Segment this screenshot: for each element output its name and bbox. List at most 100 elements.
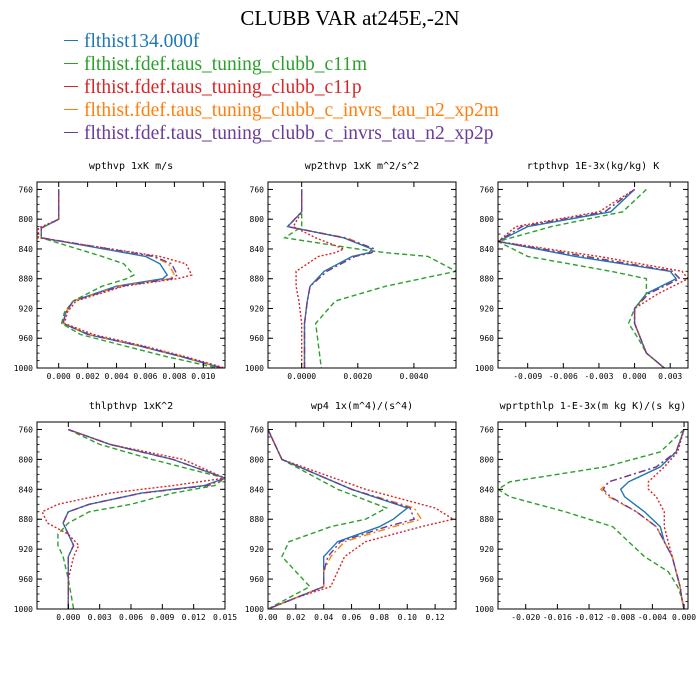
chart-main-title: CLUBB VAR at245E,-2N — [240, 6, 460, 30]
x-tick-label: 0.006 — [133, 372, 157, 381]
y-tick-label: 880 — [19, 515, 34, 524]
plot-frame — [497, 181, 689, 369]
legend: flthist134.000f flthist.fdef.taus_tuning… — [64, 30, 499, 145]
x-tick-label: 0.004 — [104, 372, 128, 381]
y-tick-label: 920 — [250, 304, 265, 313]
x-tick-label: 0.00 — [258, 613, 277, 622]
legend-item: flthist.fdef.taus_tuning_clubb_c_invrs_t… — [64, 122, 499, 145]
y-tick-label: 840 — [19, 485, 34, 494]
y-tick-label: 760 — [480, 185, 495, 194]
series-line — [286, 189, 376, 368]
series-line — [282, 189, 456, 368]
y-tick-label: 880 — [250, 515, 265, 524]
x-tick-label: 0.12 — [425, 613, 444, 622]
plot-frame — [497, 421, 689, 610]
chart-panel: thlpthvp 1xK^2 760 800 840 880 920 960 1000 0.00… — [14, 401, 237, 622]
legend-swatch-purple — [64, 132, 78, 134]
panel-title: thlpthvp 1xK^2 — [89, 401, 173, 412]
x-tick-label: 0.08 — [370, 613, 389, 622]
legend-label: flthist.fdef.taus_tuning_clubb_c11p — [84, 77, 362, 98]
y-tick-label: 800 — [19, 455, 34, 464]
x-tick-label: 0.006 — [119, 613, 143, 622]
y-tick-label: 840 — [250, 485, 265, 494]
series-line — [268, 429, 409, 609]
chart-panel: rtpthvp 1E-3x(kg/kg) K 760 800 840 880 920 960… — [475, 161, 689, 381]
legend-swatch-orange — [64, 109, 78, 111]
panel-title: wprtpthlp 1-E-3x(m kg K)/(s kg) — [500, 401, 687, 412]
series-group — [498, 428, 685, 609]
y-tick-label: 760 — [250, 425, 265, 434]
series-line — [602, 429, 685, 609]
plot-frame — [36, 181, 226, 369]
y-tick-label: 880 — [250, 275, 265, 284]
series-group — [37, 189, 225, 368]
panel-title: wp4 1x(m^4)/(s^4) — [311, 401, 413, 412]
y-tick-label: 800 — [250, 215, 265, 224]
x-tick-label: -0.006 — [549, 372, 578, 381]
legend-item: flthist134.000f — [64, 30, 499, 53]
legend-label: flthist.fdef.taus_tuning_clubb_c_invrs_t… — [84, 123, 494, 144]
series-line — [498, 188, 688, 368]
x-tick-label: 0.06 — [342, 613, 361, 622]
x-tick-label: 0.003 — [88, 613, 112, 622]
legend-swatch-blue — [64, 40, 78, 42]
y-tick-label: 960 — [250, 575, 265, 584]
x-tick-label: -0.020 — [511, 613, 540, 622]
y-tick-label: 920 — [480, 545, 495, 554]
x-tick-label: -0.003 — [584, 372, 613, 381]
y-tick-label: 760 — [480, 425, 495, 434]
legend-item: flthist.fdef.taus_tuning_clubb_c11m — [64, 53, 499, 76]
x-tick-label: -0.016 — [543, 613, 572, 622]
y-tick-label: 920 — [250, 545, 265, 554]
x-tick-label: 0.000 — [623, 372, 647, 381]
y-tick-label: 1000 — [14, 364, 33, 373]
series-line — [647, 429, 685, 609]
legend-swatch-green — [64, 63, 78, 65]
y-tick-label: 800 — [480, 455, 495, 464]
y-tick-label: 1000 — [14, 605, 33, 614]
legend-label: flthist134.000f — [84, 31, 200, 52]
x-tick-label: 0.0000 — [287, 372, 316, 381]
x-tick-label: 0.012 — [182, 613, 206, 622]
x-tick-label: 0.0040 — [399, 372, 428, 381]
x-tick-label: 0.0020 — [343, 372, 372, 381]
x-tick-label: 0.02 — [286, 613, 305, 622]
series-line — [498, 428, 685, 609]
series-line — [40, 189, 223, 368]
y-tick-label: 920 — [19, 304, 34, 313]
y-tick-label: 840 — [250, 245, 265, 254]
series-group — [41, 428, 225, 609]
x-tick-label: 0.015 — [213, 613, 237, 622]
x-tick-label: 0.009 — [150, 613, 174, 622]
x-tick-label: -0.012 — [575, 613, 604, 622]
y-tick-label: 880 — [480, 275, 495, 284]
y-tick-label: 1000 — [475, 605, 494, 614]
chart-panel: wp4 1x(m^4)/(s^4)76080084088092096010000… — [245, 401, 457, 622]
panel-title: rtpthvp 1E-3x(kg/kg) K — [527, 161, 659, 172]
legend-label: flthist.fdef.taus_tuning_clubb_c11m — [84, 54, 368, 75]
plot-frame — [267, 181, 457, 369]
series-group — [282, 189, 456, 368]
series-line — [498, 188, 665, 368]
chart-panel: wprtpthlp 1-E-3x(m kg K)/(s kg) 760 800 840… — [475, 401, 697, 622]
series-line — [40, 189, 223, 368]
x-tick-label: 0.000 — [672, 613, 696, 622]
x-tick-label: 0.008 — [162, 372, 186, 381]
y-tick-label: 920 — [19, 545, 34, 554]
panel-title: wp2thvp 1xK m^2/s^2 — [305, 161, 419, 172]
y-tick-label: 960 — [19, 575, 34, 584]
y-tick-label: 800 — [250, 455, 265, 464]
series-group — [498, 188, 688, 368]
y-tick-label: 760 — [19, 425, 34, 434]
y-tick-label: 920 — [480, 304, 495, 313]
series-line — [498, 188, 681, 368]
series-line — [62, 428, 225, 609]
panel-title: wpthvp 1xK m/s — [89, 161, 173, 172]
chart-panel: wp2thvp 1xK m^2/s^2 760 800 840 880 920 960 100… — [245, 161, 457, 381]
series-line — [268, 429, 456, 609]
series-line — [41, 428, 225, 609]
y-tick-label: 960 — [250, 334, 265, 343]
y-tick-label: 960 — [480, 334, 495, 343]
y-tick-label: 760 — [19, 185, 34, 194]
